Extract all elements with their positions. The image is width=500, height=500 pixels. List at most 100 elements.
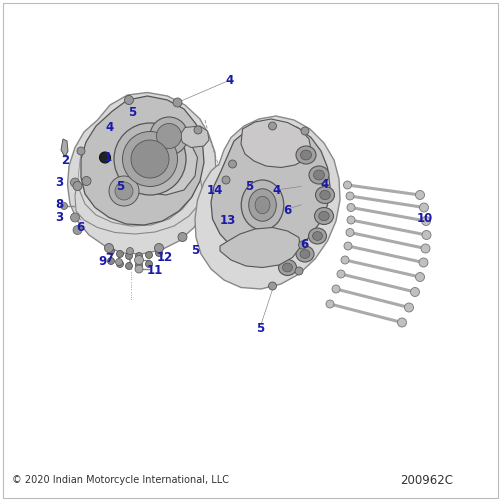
Ellipse shape <box>282 263 292 272</box>
Circle shape <box>73 226 82 234</box>
Circle shape <box>115 182 133 200</box>
Circle shape <box>116 250 123 258</box>
Ellipse shape <box>278 260 296 276</box>
Circle shape <box>126 248 134 254</box>
Ellipse shape <box>320 190 330 200</box>
Text: 5: 5 <box>256 322 264 336</box>
Text: 9: 9 <box>98 255 106 268</box>
Circle shape <box>332 285 340 293</box>
Circle shape <box>173 98 182 107</box>
Ellipse shape <box>300 250 310 258</box>
Circle shape <box>194 126 202 134</box>
Circle shape <box>108 248 114 254</box>
Polygon shape <box>180 126 209 148</box>
Text: 4: 4 <box>106 121 114 134</box>
Text: 4: 4 <box>321 178 329 192</box>
Ellipse shape <box>248 188 276 221</box>
Circle shape <box>77 147 85 155</box>
Text: 10: 10 <box>417 212 433 226</box>
Circle shape <box>156 124 182 148</box>
Ellipse shape <box>308 228 326 244</box>
Circle shape <box>347 204 355 212</box>
Ellipse shape <box>241 180 284 230</box>
Circle shape <box>146 252 152 258</box>
Circle shape <box>268 122 276 130</box>
Circle shape <box>298 241 306 249</box>
Ellipse shape <box>255 196 270 214</box>
Circle shape <box>126 262 132 270</box>
Circle shape <box>114 123 186 195</box>
Ellipse shape <box>314 170 324 180</box>
Ellipse shape <box>312 232 322 240</box>
Circle shape <box>116 260 123 268</box>
Circle shape <box>126 252 132 260</box>
Ellipse shape <box>319 212 329 220</box>
Circle shape <box>404 303 413 312</box>
Circle shape <box>410 288 420 296</box>
Text: 5: 5 <box>116 180 124 192</box>
Circle shape <box>100 152 110 163</box>
Circle shape <box>337 270 345 278</box>
Polygon shape <box>211 122 330 258</box>
Circle shape <box>347 216 355 224</box>
Circle shape <box>154 244 164 252</box>
Circle shape <box>416 272 424 281</box>
Circle shape <box>146 260 152 268</box>
Circle shape <box>109 176 139 206</box>
Circle shape <box>422 230 431 239</box>
Circle shape <box>341 256 349 264</box>
Text: 5: 5 <box>245 180 253 192</box>
Circle shape <box>344 242 352 250</box>
Circle shape <box>178 232 187 241</box>
Ellipse shape <box>309 166 329 184</box>
Circle shape <box>228 160 236 168</box>
Polygon shape <box>195 116 340 289</box>
Circle shape <box>268 282 276 290</box>
Polygon shape <box>220 228 300 268</box>
Circle shape <box>116 258 122 266</box>
Text: 4: 4 <box>272 184 280 198</box>
Text: 6: 6 <box>76 221 84 234</box>
Circle shape <box>416 190 424 200</box>
Polygon shape <box>75 176 202 234</box>
Circle shape <box>135 265 143 273</box>
Circle shape <box>131 140 169 178</box>
Ellipse shape <box>314 208 334 224</box>
Circle shape <box>73 182 82 190</box>
Text: 4: 4 <box>226 74 234 86</box>
Ellipse shape <box>296 246 314 262</box>
Ellipse shape <box>316 186 334 204</box>
Text: 3: 3 <box>55 176 63 189</box>
Polygon shape <box>130 126 198 195</box>
Polygon shape <box>68 92 216 254</box>
Text: 1: 1 <box>104 151 112 164</box>
Circle shape <box>419 258 428 267</box>
Circle shape <box>344 181 351 189</box>
Text: 6: 6 <box>300 238 308 250</box>
Circle shape <box>398 318 406 327</box>
Circle shape <box>421 244 430 253</box>
Text: 7: 7 <box>105 252 113 264</box>
Circle shape <box>70 213 80 222</box>
Circle shape <box>346 228 354 236</box>
Circle shape <box>136 252 142 260</box>
Circle shape <box>124 96 134 104</box>
Circle shape <box>326 300 334 308</box>
Text: 11: 11 <box>147 264 163 276</box>
Ellipse shape <box>300 150 312 160</box>
Circle shape <box>150 117 188 155</box>
Circle shape <box>108 258 114 264</box>
Circle shape <box>301 127 309 135</box>
Circle shape <box>70 178 80 187</box>
Text: 5: 5 <box>191 244 199 256</box>
Circle shape <box>134 256 143 264</box>
Circle shape <box>222 176 230 184</box>
Circle shape <box>82 176 91 186</box>
Text: 3: 3 <box>55 211 63 224</box>
Text: 14: 14 <box>207 184 223 198</box>
Circle shape <box>420 203 428 212</box>
Text: 8: 8 <box>55 198 63 211</box>
Circle shape <box>60 202 68 209</box>
Text: 200962C: 200962C <box>400 474 453 486</box>
Text: 12: 12 <box>157 251 173 264</box>
